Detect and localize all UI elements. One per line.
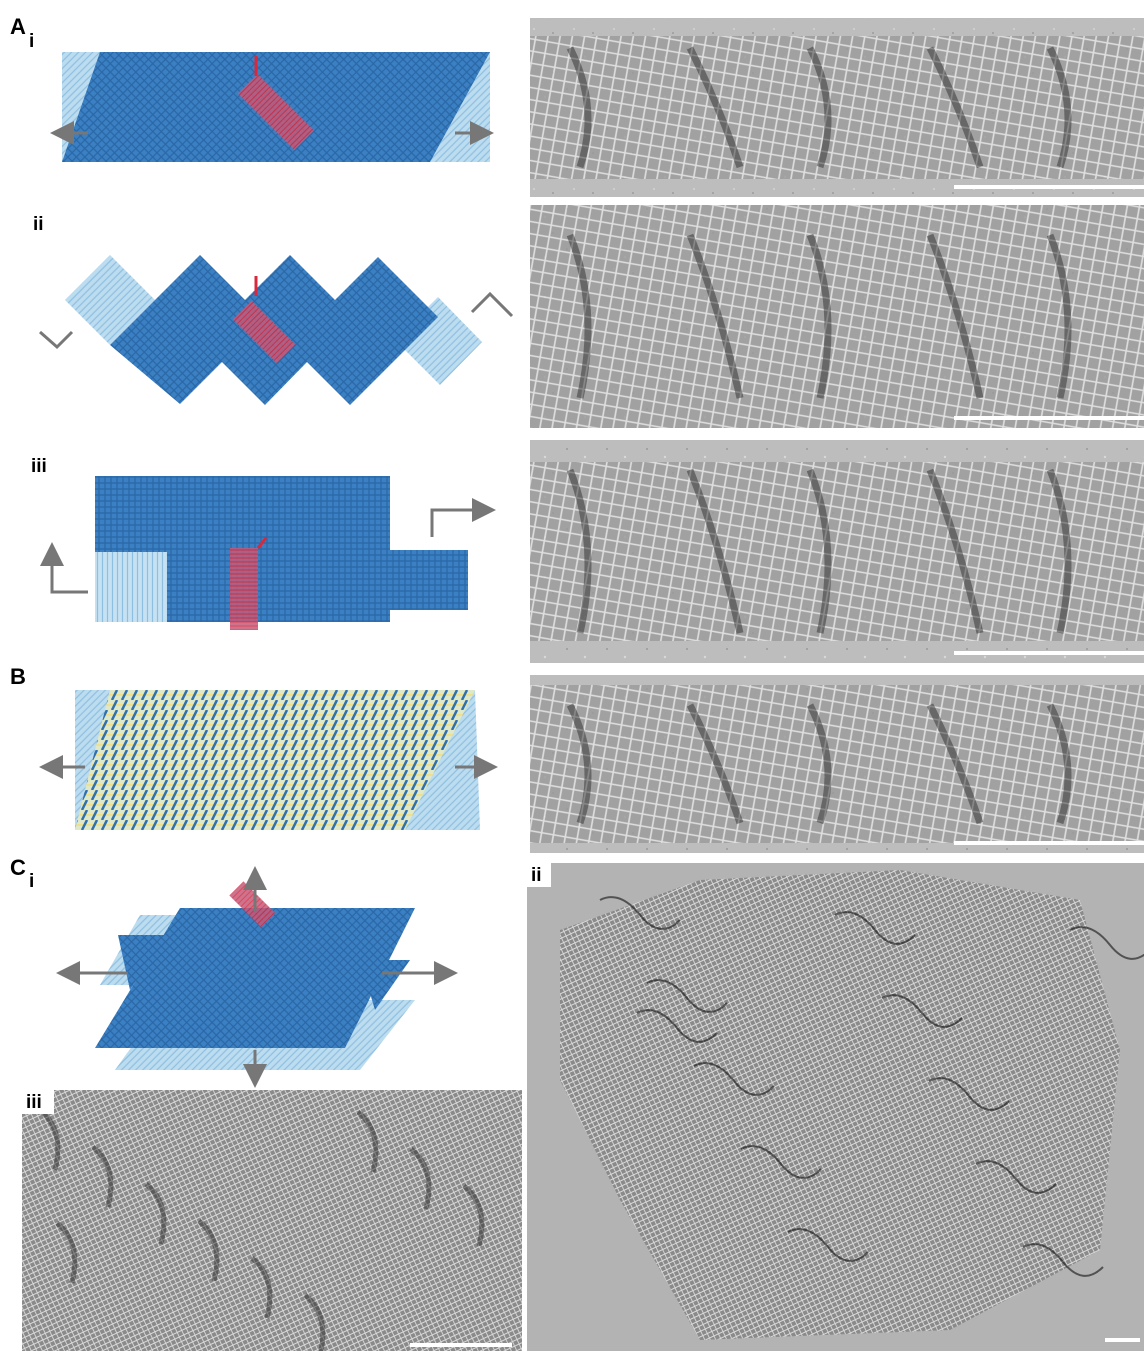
figure: AiiiiiiBCiiiiii <box>0 0 1144 1351</box>
arrow <box>432 510 490 537</box>
strand-block <box>95 552 167 622</box>
panel-label: A <box>10 14 26 39</box>
highlight-block <box>230 548 258 630</box>
subpanel-label: iii <box>26 1092 42 1113</box>
strand-block <box>95 476 390 552</box>
arrow <box>472 294 512 316</box>
micrograph <box>22 1090 522 1351</box>
strand-block <box>390 550 468 610</box>
subpanel-label: i <box>29 871 34 892</box>
subpanel-label: ii <box>33 214 44 235</box>
strand-block <box>167 552 390 622</box>
lattice <box>530 462 1144 641</box>
subpanel-label: i <box>29 31 34 52</box>
arrow <box>52 548 88 592</box>
subpanel-label: iii <box>31 456 47 477</box>
panel-label: C <box>10 855 26 880</box>
drawings <box>22 18 1144 1351</box>
panel-label: B <box>10 664 26 689</box>
arrow <box>40 332 72 347</box>
strand-block <box>75 690 475 830</box>
subpanel-label: ii <box>531 865 542 886</box>
page: {"panels": { "A": {"label": "A", "rows":… <box>0 0 1144 1351</box>
